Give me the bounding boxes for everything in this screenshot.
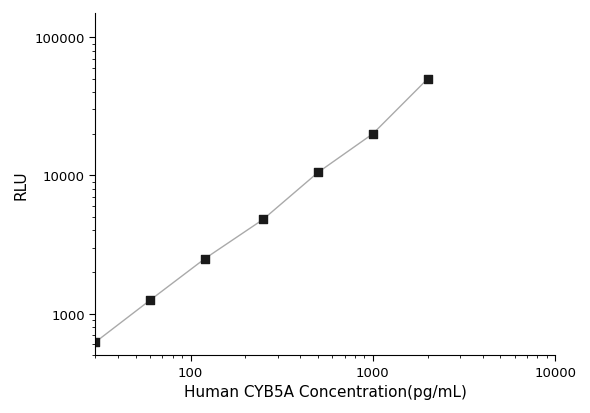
Point bbox=[200, 256, 209, 262]
Point bbox=[258, 216, 268, 223]
Point bbox=[145, 297, 155, 304]
Y-axis label: RLU: RLU bbox=[14, 170, 29, 199]
Point bbox=[313, 170, 323, 176]
Point bbox=[423, 76, 432, 83]
Point bbox=[368, 131, 378, 138]
X-axis label: Human CYB5A Concentration(pg/mL): Human CYB5A Concentration(pg/mL) bbox=[183, 384, 467, 399]
Point bbox=[90, 339, 100, 346]
